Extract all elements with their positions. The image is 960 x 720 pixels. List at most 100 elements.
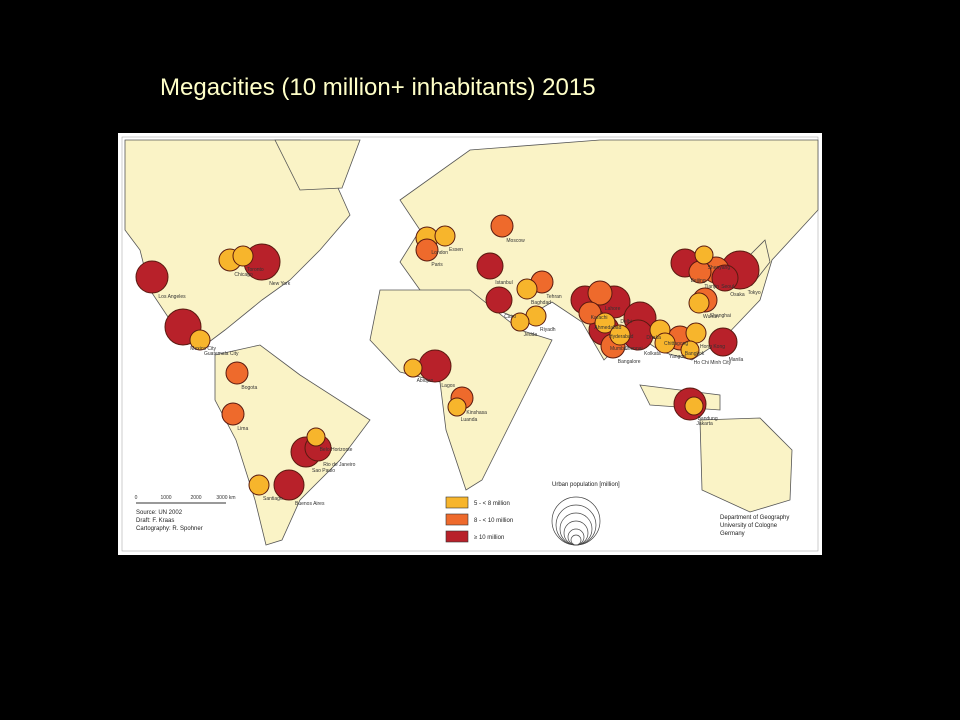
city-label: Rio de Janeiro — [323, 462, 355, 468]
legend-size-circle — [570, 534, 582, 546]
city-label: Jakarta — [696, 421, 713, 427]
institution-text: Germany — [720, 531, 745, 537]
city-label: Abidjan — [417, 378, 434, 384]
scale-label: 3000 km — [216, 495, 235, 501]
city-label: Lagos — [441, 383, 455, 389]
city-circle — [688, 292, 710, 314]
city-circle — [708, 327, 738, 357]
city-label: Santiago — [263, 496, 283, 502]
city-label: Karachi — [591, 315, 608, 321]
institution-text: Department of Geography — [720, 515, 789, 521]
city-circle — [490, 214, 514, 238]
city-circle — [476, 252, 504, 280]
city-label: Tokyo — [748, 290, 761, 296]
city-label: Mumbai — [610, 346, 628, 352]
city-circle — [680, 340, 700, 360]
city-label: Essen — [449, 247, 463, 253]
city-label: Seoul — [721, 284, 734, 290]
slide-title: Megacities (10 million+ inhabitants) 201… — [160, 74, 596, 101]
city-circle — [609, 324, 631, 346]
city-circle — [273, 469, 305, 501]
city-label: Osaka — [730, 292, 745, 298]
legend-label: 8 - < 10 million — [474, 518, 513, 524]
city-circle — [694, 245, 714, 265]
city-label: Cairo — [504, 314, 516, 320]
city-label: Lima — [237, 426, 248, 432]
city-label: Delhi — [620, 319, 631, 325]
scale-label: 1000 — [160, 495, 171, 501]
city-label: Tianjin — [704, 284, 719, 290]
city-label: Toronto — [247, 267, 264, 273]
city-label: Istanbul — [495, 280, 513, 286]
city-label: Bangalore — [618, 359, 641, 365]
city-label: Bangkok — [685, 351, 705, 357]
city-circle — [403, 358, 423, 378]
scale-bar: 0 1000 2000 3000 km — [135, 495, 236, 504]
legend-swatch — [445, 530, 469, 543]
city-label: Beijing — [691, 278, 706, 284]
legend-swatch — [445, 496, 469, 509]
city-circle — [447, 397, 467, 417]
city-label: Riyadh — [540, 327, 556, 333]
city-label: Bandung — [698, 416, 718, 422]
city-label: Lahore — [605, 306, 621, 312]
legend: Urban population [million] 5 - < 8 millio… — [445, 482, 620, 546]
credit-text: Cartography: R. Spohner — [136, 526, 203, 532]
city-label: New York — [269, 281, 291, 287]
city-label: Belo Horizonte — [320, 447, 353, 453]
city-circle — [135, 260, 169, 294]
institution-text: University of Cologne — [720, 523, 778, 529]
city-label: Paris — [431, 262, 443, 268]
scale-label: 2000 — [190, 495, 201, 501]
city-label: Guatemala City — [204, 351, 239, 357]
city-label: Kolkata — [644, 351, 661, 357]
city-label: Buenos Aires — [295, 501, 325, 507]
city-label: Los Angeles — [158, 294, 186, 300]
city-circle — [654, 332, 676, 354]
city-label: Bogota — [241, 385, 257, 391]
city-circle — [225, 361, 249, 385]
credit-text: Source: UN 2002 — [136, 510, 183, 516]
city-circle — [248, 474, 270, 496]
legend-title: Urban population [million] — [552, 482, 620, 488]
city-label: London — [431, 250, 448, 256]
city-circle — [510, 312, 530, 332]
city-label: Ahmedabad — [594, 325, 621, 331]
city-circle — [189, 329, 211, 351]
city-label: Chittagong — [664, 341, 688, 347]
city-circle — [684, 396, 704, 416]
city-label: Manila — [729, 357, 744, 363]
city-label: Mexico City — [190, 346, 216, 352]
city-label: Ho Chi Minh City — [694, 360, 732, 366]
credit-text: Draft: F. Kraas — [136, 518, 174, 524]
city-label: Shenyang — [708, 265, 731, 271]
city-circle — [594, 312, 616, 334]
city-label: Dhaka — [646, 335, 661, 341]
city-label: Shanghai — [710, 313, 731, 319]
scale-label: 0 — [135, 495, 138, 501]
city-label: Yangon — [669, 354, 686, 360]
city-circle — [434, 225, 456, 247]
city-circle — [485, 286, 513, 314]
city-circle — [221, 402, 245, 426]
city-circle — [685, 322, 707, 344]
city-circle — [306, 427, 326, 447]
city-circle — [578, 301, 602, 325]
legend-label: 5 - < 8 million — [474, 501, 510, 507]
greenland — [274, 139, 361, 191]
city-label: Luanda — [461, 417, 478, 423]
city-label: Wuhan — [703, 314, 719, 320]
city-label: Hong Kong — [700, 344, 725, 350]
legend-swatch — [445, 513, 469, 526]
australia — [699, 417, 793, 513]
city-label: Baghdad — [531, 300, 551, 306]
legend-label: ≥ 10 million — [474, 535, 504, 541]
city-circle — [232, 245, 254, 267]
city-label: Sao Paulo — [312, 468, 335, 474]
city-label: Chennai — [624, 346, 643, 352]
city-circle — [415, 238, 439, 262]
city-circle — [516, 278, 538, 300]
